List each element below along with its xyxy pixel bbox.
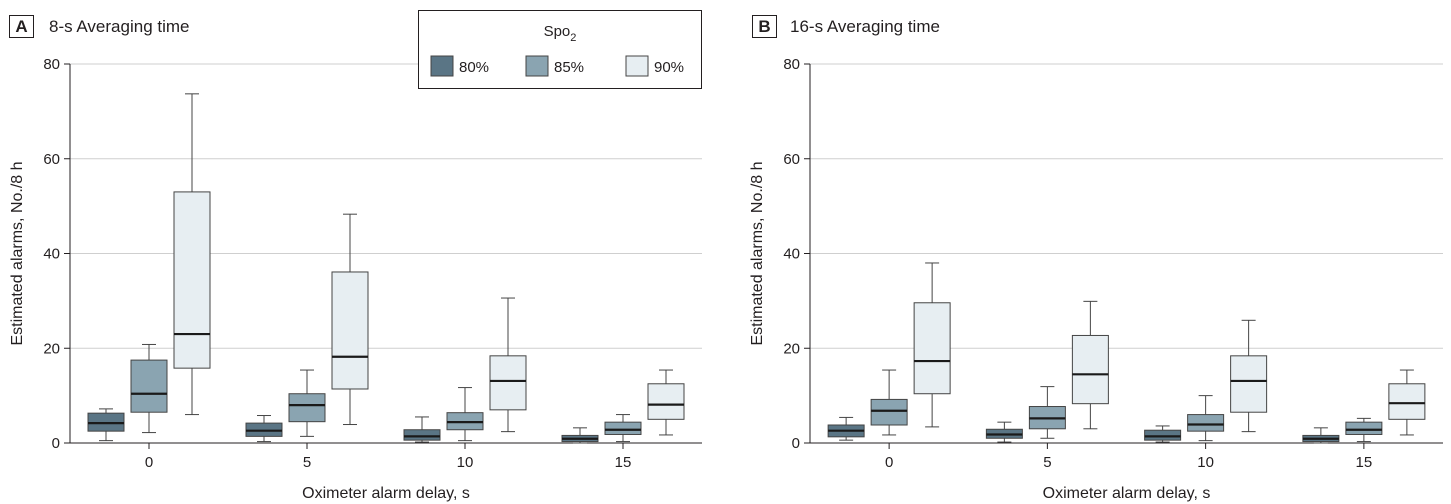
box-90pct-delay-5 xyxy=(331,213,369,426)
box-85pct-delay-5 xyxy=(1028,386,1066,439)
x-axis-title: Oximeter alarm delay, s xyxy=(302,485,470,502)
x-tick-label: 5 xyxy=(1043,454,1051,471)
x-tick-label: 15 xyxy=(1356,454,1373,471)
panel-title: 8-s Averaging time xyxy=(49,17,189,36)
legend-label-90pct: 90% xyxy=(654,59,684,76)
legend-label-80pct: 80% xyxy=(459,59,489,76)
iqr-box xyxy=(173,191,211,369)
y-tick-label: 0 xyxy=(792,435,800,452)
panel-title: 16-s Averaging time xyxy=(790,17,940,36)
iqr-box xyxy=(1345,421,1383,435)
iqr-box xyxy=(604,421,642,435)
iqr-box xyxy=(403,429,441,441)
box-85pct-delay-0 xyxy=(870,369,908,436)
box-85pct-delay-15 xyxy=(604,414,642,443)
iqr-box xyxy=(870,398,908,426)
box-80pct-delay-5 xyxy=(245,415,283,443)
x-tick-label: 10 xyxy=(457,454,474,471)
x-tick-label: 15 xyxy=(615,454,632,471)
legend-title-main: Spo xyxy=(544,23,571,40)
y-tick-label: 40 xyxy=(783,246,800,263)
box-90pct-delay-0 xyxy=(173,93,211,416)
box-80pct-delay-15 xyxy=(561,427,599,444)
box-85pct-delay-0 xyxy=(130,343,168,434)
y-tick-label: 60 xyxy=(783,151,800,168)
legend: Spo2 80% 85% 90% xyxy=(418,10,702,89)
box-90pct-delay-10 xyxy=(489,297,527,433)
x-axis-title: Oximeter alarm delay, s xyxy=(1043,485,1211,502)
box-80pct-delay-0 xyxy=(87,408,125,442)
legend-swatch-80pct xyxy=(430,55,454,77)
y-tick-label: 20 xyxy=(783,340,800,357)
y-axis-title: Estimated alarms, No./8 h xyxy=(749,161,766,345)
y-tick-label: 80 xyxy=(43,56,60,73)
y-axis-title: Estimated alarms, No./8 h xyxy=(9,161,26,345)
iqr-box xyxy=(1230,355,1268,413)
legend-title-subscript: 2 xyxy=(570,32,576,44)
iqr-box xyxy=(1144,429,1182,441)
panel-letter-badge xyxy=(752,15,777,38)
iqr-box xyxy=(1388,383,1426,420)
legend-swatch-85pct xyxy=(525,55,549,77)
panel-letter: B xyxy=(758,17,770,36)
panel-b: 0 20 40 60 80 0 5 10 15 B 16-s Averaging time Oxime… xyxy=(749,15,1443,502)
legend-frame xyxy=(418,10,702,89)
iqr-box xyxy=(288,393,326,423)
y-tick-label: 60 xyxy=(43,151,60,168)
box-80pct-delay-10 xyxy=(403,416,441,443)
y-tick-label: 40 xyxy=(43,246,60,263)
box-90pct-delay-15 xyxy=(647,369,685,436)
iqr-box xyxy=(489,355,527,411)
box-80pct-delay-0 xyxy=(827,416,865,441)
box-85pct-delay-5 xyxy=(288,369,326,437)
panel-letter-badge xyxy=(9,15,34,38)
y-tick-label: 20 xyxy=(43,340,60,357)
box-80pct-delay-10 xyxy=(1144,425,1182,443)
legend-label-85pct: 85% xyxy=(554,59,584,76)
iqr-box xyxy=(913,302,951,395)
y-tick-label: 0 xyxy=(52,435,60,452)
y-tick-label: 80 xyxy=(783,56,800,73)
box-80pct-delay-15 xyxy=(1302,427,1340,444)
box-90pct-delay-5 xyxy=(1071,300,1109,430)
box-85pct-delay-10 xyxy=(1187,395,1225,442)
box-90pct-delay-15 xyxy=(1388,369,1426,436)
iqr-box xyxy=(647,383,685,420)
legend-title: Spo2 xyxy=(544,23,577,44)
box-85pct-delay-10 xyxy=(446,387,484,442)
x-tick-label: 0 xyxy=(885,454,893,471)
box-90pct-delay-0 xyxy=(913,262,951,428)
x-tick-label: 5 xyxy=(303,454,311,471)
legend-swatch-90pct xyxy=(625,55,649,77)
box-80pct-delay-5 xyxy=(985,421,1023,443)
iqr-box xyxy=(331,271,369,390)
iqr-box xyxy=(130,359,168,413)
x-tick-label: 10 xyxy=(1197,454,1214,471)
panel-letter: A xyxy=(15,17,27,36)
x-tick-label: 0 xyxy=(145,454,153,471)
box-90pct-delay-10 xyxy=(1230,319,1268,433)
iqr-box xyxy=(1187,414,1225,432)
iqr-box xyxy=(1071,334,1109,405)
box-85pct-delay-15 xyxy=(1345,417,1383,443)
panel-a: 0 20 40 60 80 0 5 10 15 A 8-s Averaging time Oximet… xyxy=(9,15,702,502)
